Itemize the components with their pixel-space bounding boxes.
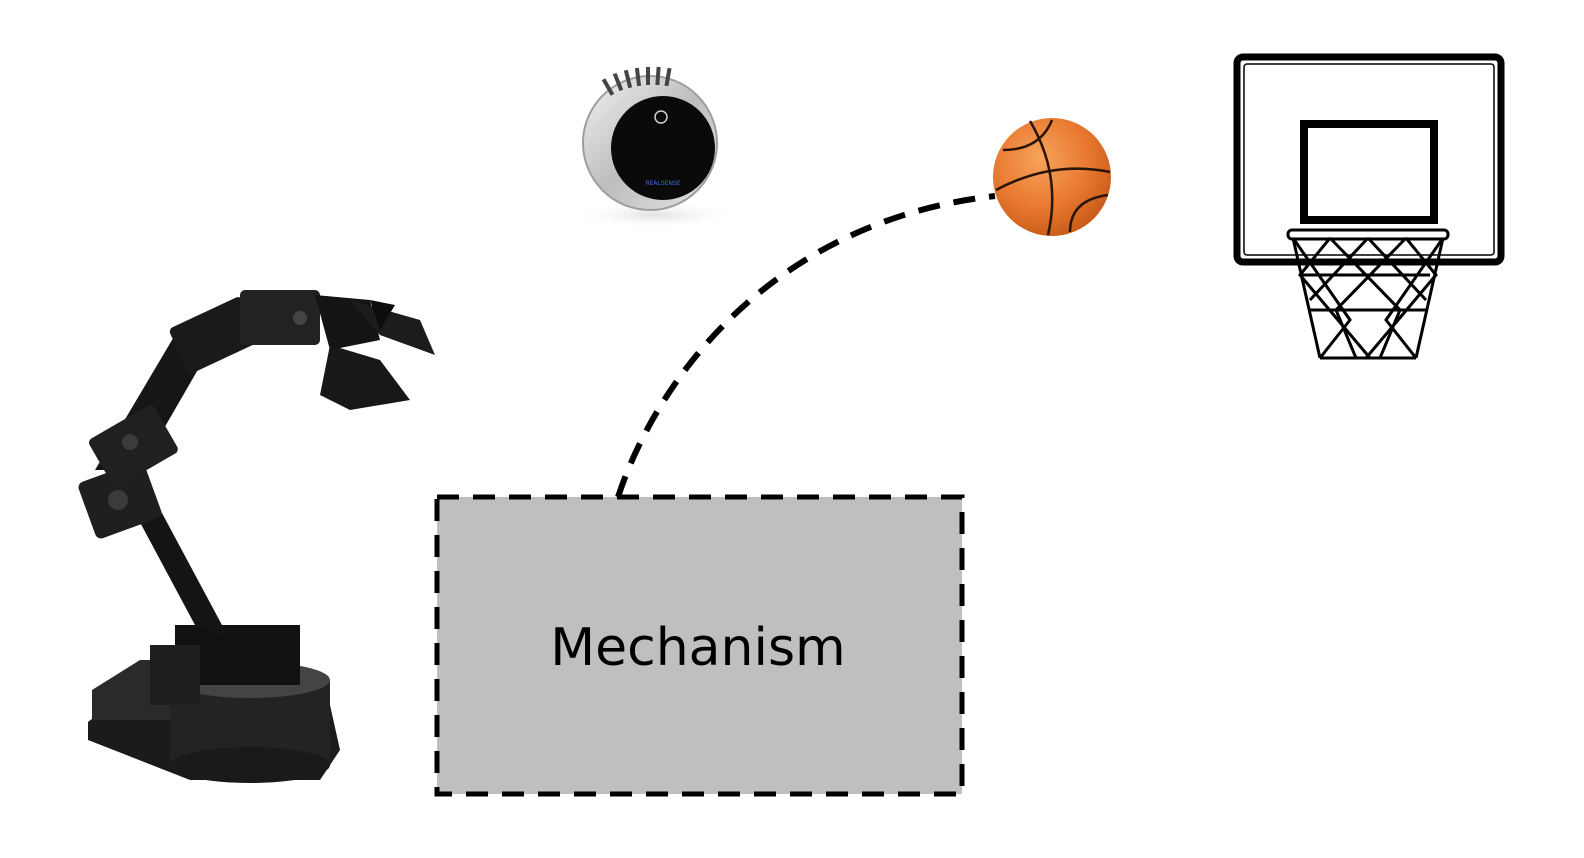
basketball-icon [993, 118, 1111, 236]
basketball-hoop-icon [1233, 53, 1505, 360]
trajectory-path [615, 193, 996, 498]
camera-brand-text: REALSENSE [645, 180, 680, 187]
mechanism-label: Mechanism [550, 618, 845, 678]
mechanism-box: Mechanism [434, 494, 965, 797]
depth-camera-icon: REALSENSE [570, 66, 740, 229]
robot-arm-icon [78, 290, 435, 783]
